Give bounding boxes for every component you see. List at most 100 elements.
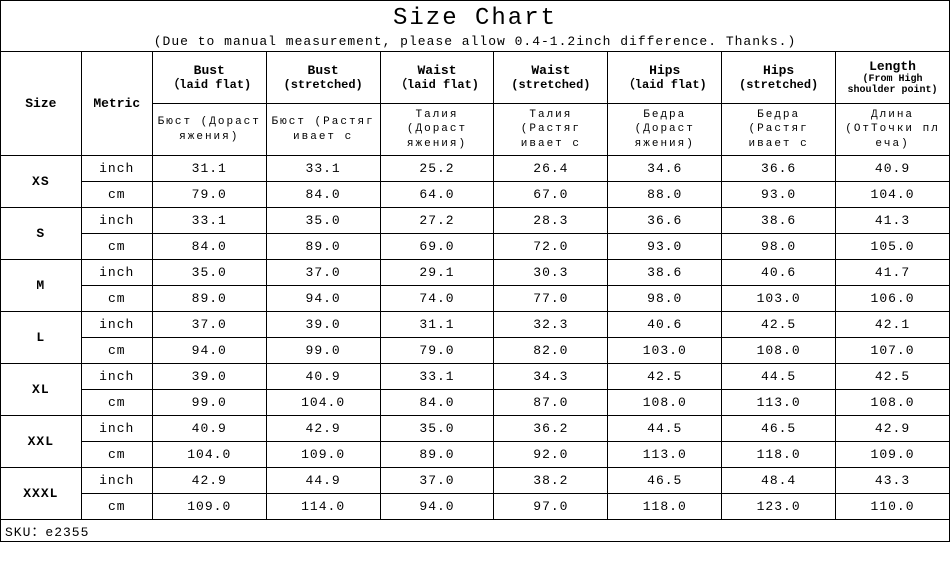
- measurement-cell: 34.3: [494, 364, 608, 390]
- measurement-cell: 37.0: [152, 312, 266, 338]
- measurement-cell: 42.5: [608, 364, 722, 390]
- header-row: Size Metric Bust （laid flat) Bust (stret…: [1, 52, 950, 104]
- measurement-cell: 42.9: [152, 468, 266, 494]
- title-block: Size Chart (Due to manual measurement, p…: [0, 0, 950, 51]
- size-label: XXL: [1, 416, 82, 468]
- chart-title: Size Chart: [1, 5, 949, 32]
- measurement-cell: 40.9: [266, 364, 380, 390]
- measurement-cell: 40.6: [608, 312, 722, 338]
- measurement-cell: 87.0: [494, 390, 608, 416]
- chart-subtitle: (Due to manual measurement, please allow…: [1, 34, 949, 49]
- measurement-cell: 44.5: [722, 364, 836, 390]
- metric-label: inch: [81, 208, 152, 234]
- ru-waist-flat: Талия (Дораст яжения): [380, 104, 494, 156]
- measurement-cell: 29.1: [380, 260, 494, 286]
- measurement-cell: 89.0: [152, 286, 266, 312]
- metric-label: inch: [81, 364, 152, 390]
- size-label: S: [1, 208, 82, 260]
- measurement-cell: 79.0: [152, 182, 266, 208]
- measurement-cell: 84.0: [266, 182, 380, 208]
- table-body: XSinch31.133.125.226.434.636.640.9cm79.0…: [1, 156, 950, 542]
- header-hips-flat: Hips （laid flat): [608, 52, 722, 104]
- table-row: XSinch31.133.125.226.434.636.640.9: [1, 156, 950, 182]
- table-row: cm109.0114.094.097.0118.0123.0110.0: [1, 494, 950, 520]
- measurement-cell: 42.5: [836, 364, 950, 390]
- header-waist-stretched: Waist (stretched): [494, 52, 608, 104]
- measurement-cell: 46.5: [608, 468, 722, 494]
- measurement-cell: 72.0: [494, 234, 608, 260]
- measurement-cell: 98.0: [722, 234, 836, 260]
- measurement-cell: 25.2: [380, 156, 494, 182]
- size-chart-container: Size Chart (Due to manual measurement, p…: [0, 0, 950, 578]
- measurement-cell: 84.0: [380, 390, 494, 416]
- table-row: XLinch39.040.933.134.342.544.542.5: [1, 364, 950, 390]
- measurement-cell: 118.0: [722, 442, 836, 468]
- size-label: L: [1, 312, 82, 364]
- measurement-cell: 104.0: [836, 182, 950, 208]
- metric-label: inch: [81, 312, 152, 338]
- ru-waist-stretched: Талия (Растяг ивает с: [494, 104, 608, 156]
- measurement-cell: 99.0: [152, 390, 266, 416]
- measurement-cell: 69.0: [380, 234, 494, 260]
- header-hips-stretched: Hips (stretched): [722, 52, 836, 104]
- measurement-cell: 89.0: [266, 234, 380, 260]
- measurement-cell: 39.0: [152, 364, 266, 390]
- measurement-cell: 93.0: [722, 182, 836, 208]
- sku-row: SKU：e2355: [1, 520, 950, 542]
- table-row: cm104.0109.089.092.0113.0118.0109.0: [1, 442, 950, 468]
- measurement-cell: 38.6: [608, 260, 722, 286]
- metric-label: cm: [81, 286, 152, 312]
- measurement-cell: 92.0: [494, 442, 608, 468]
- ru-hips-stretched: Бедра (Растяг ивает с: [722, 104, 836, 156]
- measurement-cell: 44.5: [608, 416, 722, 442]
- measurement-cell: 110.0: [836, 494, 950, 520]
- measurement-cell: 42.5: [722, 312, 836, 338]
- measurement-cell: 113.0: [608, 442, 722, 468]
- measurement-cell: 27.2: [380, 208, 494, 234]
- header-metric: Metric: [81, 52, 152, 156]
- measurement-cell: 38.6: [722, 208, 836, 234]
- measurement-cell: 108.0: [836, 390, 950, 416]
- measurement-cell: 41.3: [836, 208, 950, 234]
- measurement-cell: 104.0: [152, 442, 266, 468]
- measurement-cell: 105.0: [836, 234, 950, 260]
- measurement-cell: 88.0: [608, 182, 722, 208]
- table-row: cm94.099.079.082.0103.0108.0107.0: [1, 338, 950, 364]
- measurement-cell: 39.0: [266, 312, 380, 338]
- measurement-cell: 106.0: [836, 286, 950, 312]
- measurement-cell: 108.0: [608, 390, 722, 416]
- measurement-cell: 26.4: [494, 156, 608, 182]
- header-length: Length (From High shoulder point): [836, 52, 950, 104]
- measurement-cell: 67.0: [494, 182, 608, 208]
- measurement-cell: 103.0: [722, 286, 836, 312]
- measurement-cell: 64.0: [380, 182, 494, 208]
- table-row: XXLinch40.942.935.036.244.546.542.9: [1, 416, 950, 442]
- measurement-cell: 33.1: [380, 364, 494, 390]
- table-row: Minch35.037.029.130.338.640.641.7: [1, 260, 950, 286]
- measurement-cell: 103.0: [608, 338, 722, 364]
- measurement-cell: 98.0: [608, 286, 722, 312]
- measurement-cell: 35.0: [266, 208, 380, 234]
- table-row: cm99.0104.084.087.0108.0113.0108.0: [1, 390, 950, 416]
- measurement-cell: 97.0: [494, 494, 608, 520]
- measurement-cell: 79.0: [380, 338, 494, 364]
- measurement-cell: 114.0: [266, 494, 380, 520]
- table-row: cm79.084.064.067.088.093.0104.0: [1, 182, 950, 208]
- measurement-cell: 77.0: [494, 286, 608, 312]
- measurement-cell: 37.0: [266, 260, 380, 286]
- measurement-cell: 44.9: [266, 468, 380, 494]
- metric-label: cm: [81, 182, 152, 208]
- ru-bust-flat: Бюст (Дораст яжения): [152, 104, 266, 156]
- measurement-cell: 93.0: [608, 234, 722, 260]
- measurement-cell: 31.1: [380, 312, 494, 338]
- table-head: Size Metric Bust （laid flat) Bust (stret…: [1, 52, 950, 156]
- measurement-cell: 41.7: [836, 260, 950, 286]
- ru-hips-flat: Бедра (Дораст яжения): [608, 104, 722, 156]
- measurement-cell: 99.0: [266, 338, 380, 364]
- table-row: XXXLinch42.944.937.038.246.548.443.3: [1, 468, 950, 494]
- size-label: M: [1, 260, 82, 312]
- measurement-cell: 42.9: [266, 416, 380, 442]
- table-row: Sinch33.135.027.228.336.638.641.3: [1, 208, 950, 234]
- measurement-cell: 36.6: [608, 208, 722, 234]
- measurement-cell: 43.3: [836, 468, 950, 494]
